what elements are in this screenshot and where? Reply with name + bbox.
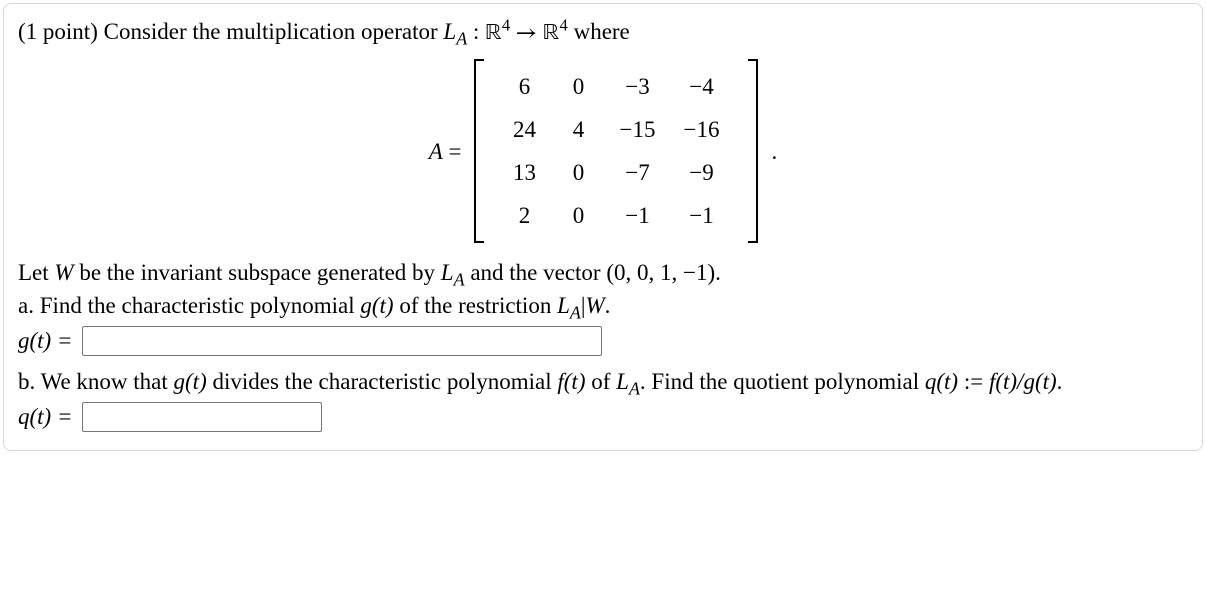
f-over-g: f(t)/g(t) xyxy=(989,369,1057,394)
matrix-block: A = 6 0 −3 −4 24 4 −15 −16 13 0 xyxy=(18,59,1188,243)
matrix-cell: 4 xyxy=(552,108,606,151)
matrix-cell: 6 xyxy=(498,65,552,108)
and-vector: and the vector xyxy=(465,260,607,285)
matrix-cell: 2 xyxy=(498,194,552,237)
matrix-row: 2 0 −1 −1 xyxy=(498,194,734,237)
matrix-cell: −1 xyxy=(606,194,670,237)
part-a-line: a. Find the characteristic polynomial g(… xyxy=(18,290,1188,321)
part-b-prefix: b. We know that xyxy=(18,369,174,394)
W-symbol: W xyxy=(54,260,73,285)
matrix-right-bracket xyxy=(744,59,758,243)
g-of-t: g(t) xyxy=(360,293,393,318)
part-a-mid: of the restriction xyxy=(394,293,558,318)
LA-symbol-A: A xyxy=(454,270,465,290)
part-b-mid3: . Find the quotient polynomial xyxy=(640,369,925,394)
matrix-cell: −4 xyxy=(670,65,734,108)
matrix-cell: 0 xyxy=(552,65,606,108)
R4-domain-exp: 4 xyxy=(502,15,510,34)
q-of-t-input[interactable] xyxy=(82,402,322,432)
f-of-t: f(t) xyxy=(557,369,585,394)
q-label: q(t) = xyxy=(18,401,72,432)
points-prefix: (1 point) xyxy=(18,19,104,44)
matrix-cell: −9 xyxy=(670,151,734,194)
restrict-W: W xyxy=(585,293,604,318)
g-of-t-input[interactable] xyxy=(82,326,602,356)
matrix-row: 6 0 −3 −4 xyxy=(498,65,734,108)
matrix-cell: 0 xyxy=(552,194,606,237)
operator-L-sub: A xyxy=(456,29,467,49)
arrow: → xyxy=(510,22,543,45)
part-b-mid1: divides the characteristic polynomial xyxy=(207,369,558,394)
part-a-period: . xyxy=(605,293,611,318)
LA-b-L: L xyxy=(616,369,629,394)
matrix-cell: 24 xyxy=(498,108,552,151)
intro-text-2: where xyxy=(568,19,630,44)
LA-restrict-L: L xyxy=(557,293,570,318)
vector-value: (0, 0, 1, −1) xyxy=(606,260,715,285)
R4-domain: ℝ xyxy=(485,22,502,45)
matrix-row: 13 0 −7 −9 xyxy=(498,151,734,194)
problem-box: (1 point) Consider the multiplication op… xyxy=(3,3,1203,451)
matrix-cell: −3 xyxy=(606,65,670,108)
matrix-cell: 13 xyxy=(498,151,552,194)
R4-codomain: ℝ xyxy=(543,22,560,45)
matrix-period: . xyxy=(772,136,778,167)
LA-b-A: A xyxy=(629,379,640,399)
g-label: g(t) = xyxy=(18,325,72,356)
R4-codomain-exp: 4 xyxy=(560,15,568,34)
let-before: Let xyxy=(18,260,54,285)
intro-text-1: Consider the multiplication operator xyxy=(104,19,444,44)
colon: : xyxy=(467,19,485,44)
matrix-cell: −1 xyxy=(670,194,734,237)
matrix-A: A xyxy=(429,139,443,164)
LA-symbol-L: L xyxy=(441,260,454,285)
letw-period: . xyxy=(715,260,721,285)
q-of-t: q(t) xyxy=(925,369,958,394)
let-w-line: Let W be the invariant subspace generate… xyxy=(18,257,1188,288)
operator-L: L xyxy=(443,19,456,44)
part-b-period: . xyxy=(1057,369,1063,394)
matrix-cell: 0 xyxy=(552,151,606,194)
part-b-mid2: of xyxy=(585,369,616,394)
answer-line-g: g(t) = xyxy=(18,325,1188,356)
LA-restrict-A: A xyxy=(570,303,581,323)
matrix-cell: −16 xyxy=(670,108,734,151)
matrix-cell: −7 xyxy=(606,151,670,194)
part-b-line: b. We know that g(t) divides the charact… xyxy=(18,366,1188,397)
matrix-wrap: A = 6 0 −3 −4 24 4 −15 −16 13 0 xyxy=(429,59,778,243)
matrix-lhs: A = xyxy=(429,136,462,167)
intro-line: (1 point) Consider the multiplication op… xyxy=(18,16,1188,49)
matrix-left-bracket xyxy=(474,59,488,243)
part-a-prefix: a. Find the characteristic polynomial xyxy=(18,293,360,318)
let-mid: be the invariant subspace generated by xyxy=(74,260,441,285)
matrix-table: 6 0 −3 −4 24 4 −15 −16 13 0 −7 −9 xyxy=(498,65,734,237)
matrix-cell: −15 xyxy=(606,108,670,151)
answer-line-q: q(t) = xyxy=(18,401,1188,432)
assign-op: := xyxy=(958,369,989,394)
matrix-eq-sign: = xyxy=(443,139,462,164)
g-of-t-b: g(t) xyxy=(174,369,207,394)
matrix-row: 24 4 −15 −16 xyxy=(498,108,734,151)
